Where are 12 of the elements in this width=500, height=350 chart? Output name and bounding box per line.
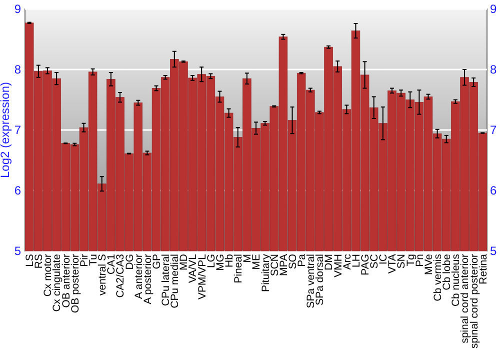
y-tick-label: 5 — [14, 244, 22, 258]
y-tick-label: 8 — [14, 62, 22, 77]
y-tick-label: 9 — [14, 2, 22, 16]
y-tick-label: 6 — [14, 184, 22, 198]
y2-tick-label: 9 — [490, 2, 497, 16]
y2-tick-label: 6 — [490, 184, 497, 198]
y-axis-title: Log2 (expression) — [0, 82, 12, 178]
x-tick-label: RS — [33, 254, 46, 269]
y2-tick-label: 7 — [490, 123, 497, 138]
y2-tick-label: 8 — [490, 62, 497, 77]
y-tick-label: 7 — [14, 123, 22, 138]
y2-tick-label: 5 — [490, 244, 497, 258]
